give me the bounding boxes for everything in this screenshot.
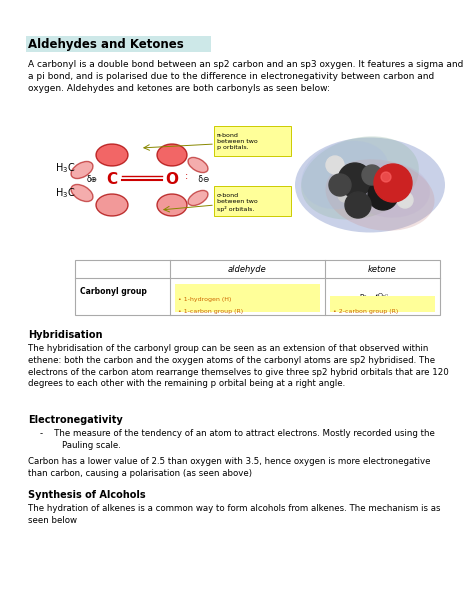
Ellipse shape bbox=[96, 194, 128, 216]
Ellipse shape bbox=[157, 194, 187, 216]
Circle shape bbox=[368, 180, 398, 210]
Text: aldehyde: aldehyde bbox=[228, 264, 267, 273]
Text: Carbonyl group: Carbonyl group bbox=[80, 286, 147, 295]
Circle shape bbox=[354, 204, 366, 216]
Text: R: R bbox=[224, 294, 229, 300]
Circle shape bbox=[338, 163, 372, 197]
Text: R: R bbox=[359, 294, 364, 300]
Text: ketone: ketone bbox=[368, 264, 397, 273]
Ellipse shape bbox=[188, 158, 208, 173]
Text: H: H bbox=[250, 294, 254, 299]
Text: δ⊕: δ⊕ bbox=[86, 175, 98, 185]
Text: • 1-hydrogen (H): • 1-hydrogen (H) bbox=[178, 297, 231, 302]
Circle shape bbox=[326, 156, 344, 174]
Ellipse shape bbox=[96, 144, 128, 166]
Text: O: O bbox=[243, 293, 248, 298]
FancyBboxPatch shape bbox=[214, 126, 291, 156]
Text: :: : bbox=[185, 171, 188, 181]
Text: O: O bbox=[165, 172, 179, 188]
Circle shape bbox=[374, 164, 412, 202]
Circle shape bbox=[397, 192, 413, 208]
Text: H$_3$C: H$_3$C bbox=[55, 186, 75, 200]
Circle shape bbox=[388, 168, 402, 182]
Ellipse shape bbox=[350, 162, 430, 218]
Text: O: O bbox=[378, 293, 383, 298]
Text: • 1-carbon group (R): • 1-carbon group (R) bbox=[178, 309, 243, 314]
Text: • 2-carbon group (R): • 2-carbon group (R) bbox=[333, 309, 398, 314]
Bar bbox=[75, 260, 440, 315]
Text: σ-bond
between two
sp² orbitals.: σ-bond between two sp² orbitals. bbox=[217, 193, 258, 211]
Ellipse shape bbox=[326, 159, 435, 230]
Text: Aldehydes and Ketones: Aldehydes and Ketones bbox=[28, 38, 184, 51]
Bar bbox=[175, 284, 320, 312]
Ellipse shape bbox=[301, 141, 389, 209]
FancyBboxPatch shape bbox=[214, 186, 291, 216]
Ellipse shape bbox=[188, 191, 208, 205]
Ellipse shape bbox=[157, 144, 187, 166]
Text: π-bond
between two
p orbitals.: π-bond between two p orbitals. bbox=[217, 133, 258, 150]
Text: The hydration of alkenes is a common way to form alcohols from alkenes. The mech: The hydration of alkenes is a common way… bbox=[28, 504, 440, 525]
Ellipse shape bbox=[71, 185, 93, 202]
Text: Hybridisation: Hybridisation bbox=[28, 330, 102, 340]
Text: A carbonyl is a double bond between an sp2 carbon and an sp3 oxygen. It features: A carbonyl is a double bond between an s… bbox=[28, 60, 464, 93]
Text: δ⊖: δ⊖ bbox=[196, 175, 210, 185]
Text: Carbon has a lower value of 2.5 than oxygen with 3.5, hence oxygen is more elect: Carbon has a lower value of 2.5 than oxy… bbox=[28, 457, 430, 478]
Text: Synthesis of Alcohols: Synthesis of Alcohols bbox=[28, 490, 146, 500]
Ellipse shape bbox=[301, 136, 419, 219]
Text: H$_3$C: H$_3$C bbox=[55, 161, 75, 175]
Text: -    The measure of the tendency of an atom to attract electrons. Mostly recorde: - The measure of the tendency of an atom… bbox=[40, 429, 435, 450]
Circle shape bbox=[362, 165, 382, 185]
Bar bbox=[330, 296, 435, 312]
Circle shape bbox=[381, 172, 391, 182]
Text: C: C bbox=[107, 172, 118, 188]
Ellipse shape bbox=[295, 137, 445, 232]
Circle shape bbox=[338, 188, 352, 202]
Text: Electronegativity: Electronegativity bbox=[28, 415, 123, 425]
Ellipse shape bbox=[71, 161, 93, 178]
Bar bbox=[26, 36, 211, 52]
Text: R: R bbox=[385, 294, 389, 299]
Text: The hybridisation of the carbonyl group can be seen as an extension of that obse: The hybridisation of the carbonyl group … bbox=[28, 344, 449, 389]
Circle shape bbox=[329, 174, 351, 196]
Circle shape bbox=[345, 192, 371, 218]
